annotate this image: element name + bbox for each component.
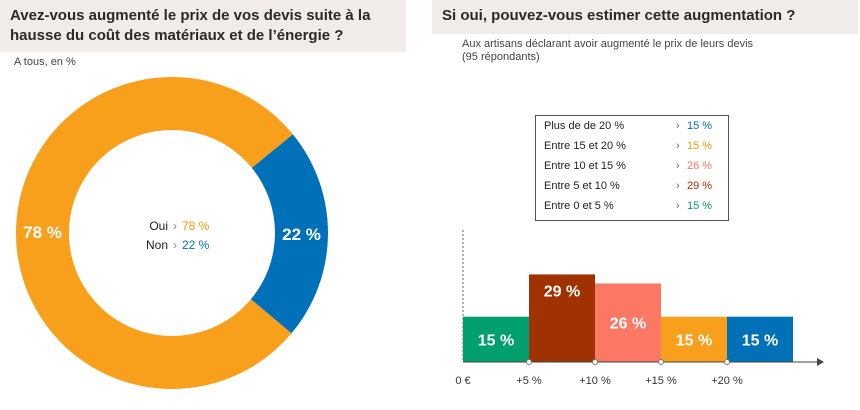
center-non-label: Non bbox=[146, 238, 168, 252]
legend-arrow: › bbox=[676, 180, 680, 192]
right-title: Si oui, pouvez-vous estimer cette augmen… bbox=[432, 0, 858, 34]
histogram-bar bbox=[463, 316, 529, 362]
left-subtitle: A tous, en % bbox=[14, 56, 76, 68]
donut-slice-oui bbox=[15, 76, 293, 389]
legend-row-5-10: Entre 5 et 10 % › 29 % bbox=[536, 176, 728, 196]
right-subtitle: Aux artisans déclarant avoir augmenté le… bbox=[462, 38, 822, 64]
histogram-bar bbox=[529, 274, 595, 362]
x-tick-label: +10 % bbox=[579, 375, 611, 387]
legend-arrow: › bbox=[676, 200, 680, 212]
x-tick-marker bbox=[526, 359, 532, 365]
legend-label: Entre 10 et 15 % bbox=[544, 160, 626, 172]
legend-value: 29 % bbox=[687, 180, 713, 192]
left-panel: Avez-vous augmenté le prix de vos devis … bbox=[0, 0, 420, 410]
left-title: Avez-vous augmenté le prix de vos devis … bbox=[0, 0, 406, 52]
legend-row-15-20: Entre 15 et 20 % › 15 % bbox=[536, 136, 728, 156]
legend-row-0-5: Entre 0 et 5 % › 15 % bbox=[536, 196, 728, 216]
legend: Plus de de 20 % › 15 % Entre 15 et 20 % … bbox=[535, 115, 729, 221]
x-tick-label: +20 % bbox=[711, 375, 743, 387]
left-title-line1: Avez-vous augmenté le prix de vos devis … bbox=[10, 7, 371, 24]
x-tick-marker bbox=[724, 359, 730, 365]
x-axis-arrowhead bbox=[817, 358, 824, 366]
legend-row-plus-20: Plus de de 20 % › 15 % bbox=[536, 116, 728, 136]
x-tick-label: 0 € bbox=[455, 375, 470, 387]
histogram-bar-label: 29 % bbox=[544, 283, 580, 300]
donut-slice-non bbox=[250, 134, 328, 334]
legend-arrow: › bbox=[676, 140, 680, 152]
histogram-bar bbox=[661, 316, 727, 362]
legend-label: Entre 0 et 5 % bbox=[544, 200, 614, 212]
x-tick-marker bbox=[592, 359, 598, 365]
legend-label: Entre 5 et 10 % bbox=[544, 180, 620, 192]
x-tick-label: +15 % bbox=[645, 375, 677, 387]
center-non-value: 22 % bbox=[182, 238, 210, 252]
histogram-bar bbox=[595, 283, 661, 362]
histogram-bar-label: 26 % bbox=[610, 316, 646, 333]
left-title-line2: hausse du coût des matériaux et de l’éne… bbox=[10, 27, 344, 44]
legend-value: 15 % bbox=[687, 140, 713, 152]
legend-value: 15 % bbox=[687, 120, 713, 132]
histogram-bar-label: 15 % bbox=[742, 332, 778, 349]
donut-label-oui: 78 % bbox=[23, 223, 62, 242]
donut-chart: 78 % 22 % Oui › 78 % Non › 22 % bbox=[15, 76, 328, 389]
center-oui-value: 78 % bbox=[182, 219, 210, 233]
legend-value: 15 % bbox=[687, 200, 713, 212]
x-tick-marker bbox=[658, 359, 664, 365]
right-subtitle-line1: Aux artisans déclarant avoir augmenté le… bbox=[462, 38, 754, 50]
legend-arrow: › bbox=[676, 160, 680, 172]
legend-label: Plus de de 20 % bbox=[544, 120, 625, 132]
histogram-bar bbox=[727, 316, 793, 362]
x-tick-label: +5 % bbox=[516, 375, 542, 387]
legend-arrow: › bbox=[676, 120, 680, 132]
center-oui-arrow: › bbox=[173, 219, 177, 233]
center-non-arrow: › bbox=[173, 238, 177, 252]
center-oui-label: Oui bbox=[149, 219, 168, 233]
legend-label: Entre 15 et 20 % bbox=[544, 140, 626, 152]
legend-value: 26 % bbox=[687, 160, 713, 172]
right-panel: Si oui, pouvez-vous estimer cette augmen… bbox=[432, 0, 860, 410]
histogram-bar-label: 15 % bbox=[478, 332, 514, 349]
right-subtitle-line2: (95 répondants) bbox=[462, 51, 540, 63]
histogram-bar-label: 15 % bbox=[676, 332, 712, 349]
histogram-chart: 15 % 29 % 26 % 15 % 15 % 0 € +5 % +10 % +15 % +2… bbox=[455, 230, 824, 387]
donut-label-non: 22 % bbox=[282, 225, 321, 244]
legend-row-10-15: Entre 10 et 15 % › 26 % bbox=[536, 156, 728, 176]
